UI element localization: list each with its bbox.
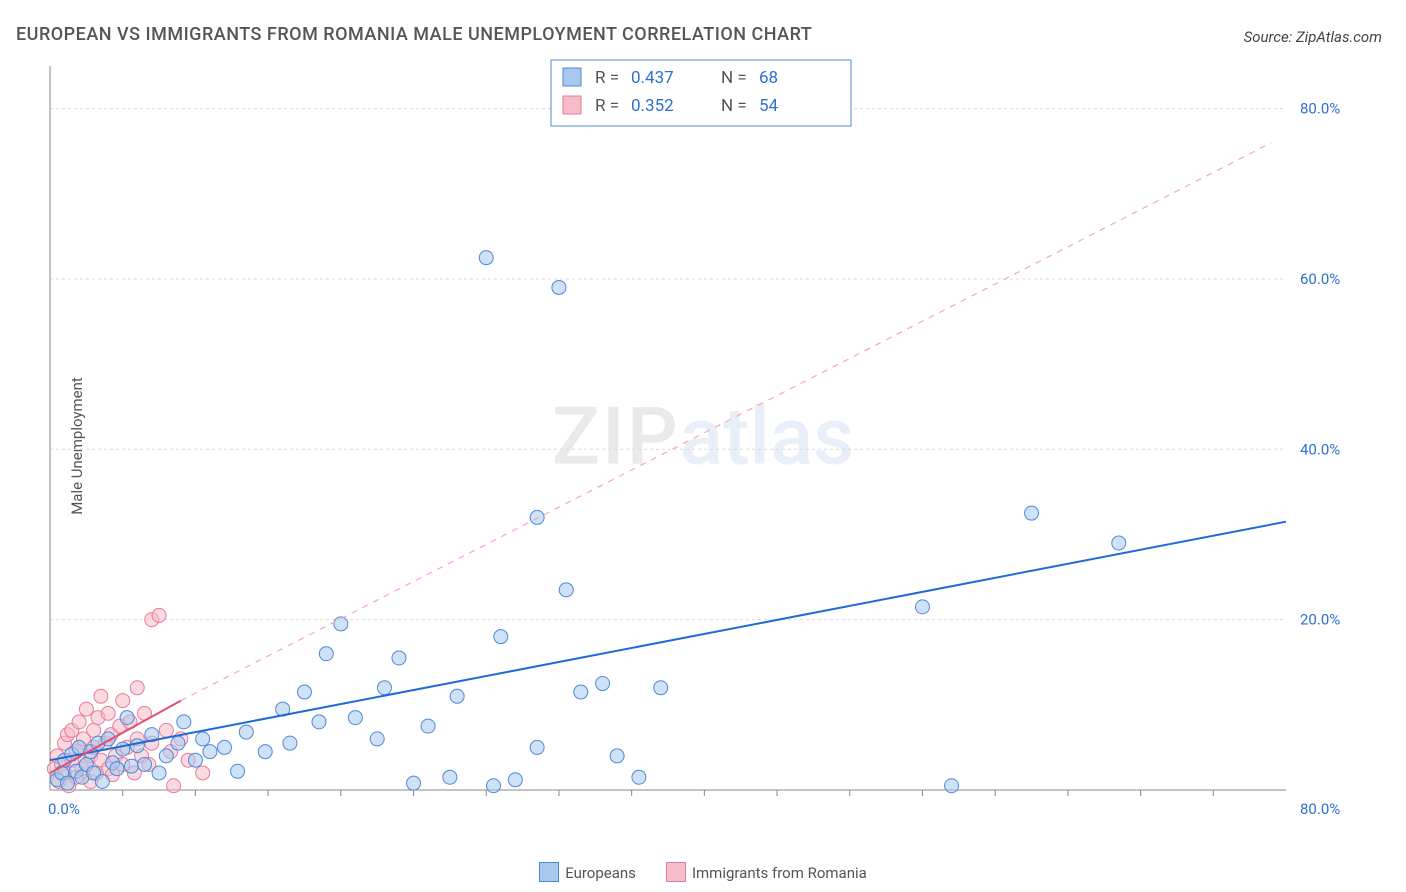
data-point-europeans [559,583,573,597]
stat-r-label: R = [595,68,619,88]
data-point-romania [159,723,173,737]
data-point-europeans [494,630,508,644]
data-point-romania [130,681,144,695]
data-point-europeans [370,732,384,746]
data-point-europeans [348,711,362,725]
data-point-europeans [654,681,668,695]
data-point-europeans [632,770,646,784]
data-point-romania [167,779,181,793]
trend-extension-romania [181,143,1272,701]
stat-n-value: 54 [759,96,779,116]
stats-legend-box: R = 0.437 N = 68 R = 0.352 N = 54 [551,60,851,126]
trend-line-europeans [50,522,1286,760]
legend-item: Immigrants from Romania [666,862,867,882]
data-point-europeans [138,757,152,771]
legend-swatch [563,96,581,114]
data-point-europeans [188,753,202,767]
data-point-europeans [508,773,522,787]
data-point-europeans [1112,536,1126,550]
legend-swatch [539,862,559,882]
data-point-europeans [159,749,173,763]
data-point-europeans [239,725,253,739]
data-point-europeans [130,739,144,753]
data-point-europeans [203,745,217,759]
data-point-europeans [177,715,191,729]
data-point-europeans [95,774,109,788]
data-point-europeans [283,736,297,750]
stat-n-label: N = [721,96,747,116]
data-point-europeans [1025,506,1039,520]
data-point-europeans [945,779,959,793]
data-point-europeans [915,600,929,614]
data-point-europeans [124,759,138,773]
data-point-europeans [319,647,333,661]
data-point-europeans [407,776,421,790]
legend-label: Immigrants from Romania [692,864,867,882]
legend-swatch [666,862,686,882]
stat-r-value: 0.352 [631,96,674,116]
legend-item: Europeans [539,862,636,882]
data-point-europeans [530,510,544,524]
stat-r-value: 0.437 [631,68,674,88]
stat-r-label: R = [595,96,619,116]
data-point-europeans [596,677,610,691]
data-point-romania [196,766,210,780]
data-point-europeans [443,770,457,784]
data-point-europeans [258,745,272,759]
data-point-europeans [110,762,124,776]
chart-title: EUROPEAN VS IMMIGRANTS FROM ROMANIA MALE… [16,24,812,45]
data-point-romania [87,723,101,737]
stat-n-value: 68 [759,68,778,88]
data-point-europeans [392,651,406,665]
y-tick-label: 20.0% [1300,611,1340,629]
data-point-europeans [574,685,588,699]
x-axis-min: 0.0% [48,800,80,818]
scatter-chart: 20.0% 40.0% 60.0% 80.0% 0.0% 80.0% R = 0.437 N =… [46,58,1356,858]
data-point-europeans [171,736,185,750]
x-axis-max: 80.0% [1300,800,1340,818]
y-tick-label: 40.0% [1300,440,1340,458]
data-point-europeans [217,740,231,754]
data-point-europeans [421,719,435,733]
data-point-europeans [552,280,566,294]
data-point-europeans [231,764,245,778]
data-point-romania [116,694,130,708]
data-point-europeans [196,732,210,746]
data-point-europeans [530,740,544,754]
data-point-europeans [152,766,166,780]
data-point-europeans [312,715,326,729]
data-point-europeans [450,689,464,703]
data-point-europeans [479,251,493,265]
data-point-europeans [60,776,74,790]
bottom-legend: Europeans Immigrants from Romania [0,862,1406,882]
data-point-europeans [120,711,134,725]
data-point-europeans [610,749,624,763]
data-point-romania [101,706,115,720]
legend-swatch [563,68,581,86]
data-point-romania [152,608,166,622]
source-attribution: Source: ZipAtlas.com [1244,28,1382,46]
data-point-romania [79,702,93,716]
data-point-europeans [297,685,311,699]
data-point-europeans [377,681,391,695]
stat-n-label: N = [721,68,747,88]
legend-label: Europeans [565,864,636,882]
data-point-romania [94,689,108,703]
chart-container: EUROPEAN VS IMMIGRANTS FROM ROMANIA MALE… [0,0,1406,892]
data-point-europeans [487,779,501,793]
y-tick-label: 60.0% [1300,270,1340,288]
data-point-romania [72,715,86,729]
y-tick-label: 80.0% [1300,100,1340,118]
data-point-europeans [334,617,348,631]
